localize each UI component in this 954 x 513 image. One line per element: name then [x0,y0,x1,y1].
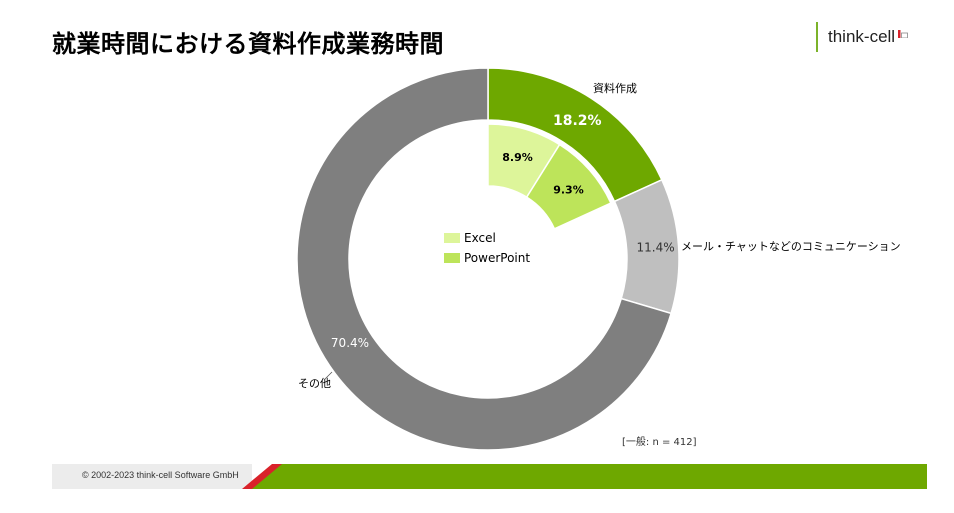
donut-hole [415,186,561,332]
logo-text: think-cell [828,27,896,46]
data-label-excel: 8.9% [502,151,533,164]
category-label-other: その他 [298,377,331,390]
data-label-communication: 11.4% [637,240,675,254]
footer-copyright: © 2002-2023 think-cell Software GmbH [82,470,239,480]
legend-label-powerpoint: PowerPoint [464,251,530,265]
sample-size-note: [一般: n = 412] [622,435,697,448]
legend-label-excel: Excel [464,231,496,245]
category-label-communication: メール・チャットなどのコミュニケーション [681,240,901,253]
think-cell-logo: think-cell [816,22,908,52]
data-label-other: 70.4% [331,336,369,350]
data-label-shiryo: 18.2% [553,113,602,129]
footer-green-segment [247,464,927,489]
legend-swatch-excel [444,233,460,243]
think-cell-logo-icon [898,30,908,38]
page-title: 就業時間における資料作成業務時間 [52,30,444,58]
legend-swatch-powerpoint [444,253,460,263]
footer-grey-segment [52,464,252,489]
footer-bar: © 2002-2023 think-cell Software GmbH [52,464,927,489]
slice-other [296,67,673,451]
category-label-shiryo: 資料作成 [593,81,637,95]
data-label-powerpoint: 9.3% [553,183,584,196]
leader-line-other [323,371,333,381]
